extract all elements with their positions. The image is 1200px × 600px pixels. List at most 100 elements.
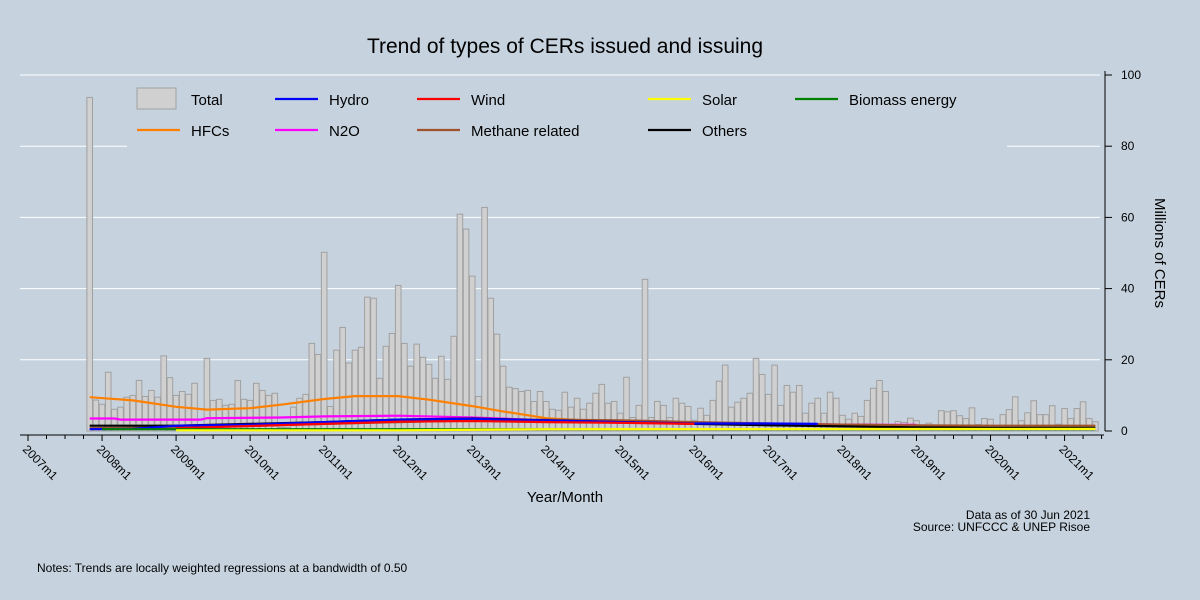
bar-total <box>512 388 519 432</box>
legend-swatch <box>136 87 177 110</box>
bar-total <box>795 384 803 432</box>
legend-label: Others <box>702 123 747 140</box>
legend-label: Wind <box>471 92 505 109</box>
bar-total <box>832 397 840 432</box>
bar-total <box>715 380 723 432</box>
bar-total <box>1011 396 1019 432</box>
y-tick-label: 80 <box>1121 139 1135 153</box>
legend-item-methane-related: Methane related <box>417 123 579 140</box>
legend-label: Methane related <box>471 123 579 140</box>
legend-label: Total <box>191 92 223 109</box>
bar-total <box>357 346 365 432</box>
bar-total <box>623 376 630 432</box>
bar-total <box>660 404 667 432</box>
bar-total <box>320 251 328 432</box>
legend-item-total: Total <box>136 87 223 110</box>
bar-total <box>382 345 390 432</box>
bar-total <box>1036 414 1044 432</box>
bar-total <box>290 406 297 432</box>
bar-total <box>882 390 889 432</box>
bar-total <box>499 365 507 432</box>
bar-total <box>111 408 118 432</box>
bar-total <box>771 364 778 432</box>
bar-total <box>678 402 686 432</box>
bar-total <box>314 353 322 432</box>
bar-total <box>734 401 741 432</box>
bar-total <box>135 379 143 432</box>
bar-total <box>802 412 809 432</box>
bar-total <box>641 278 649 432</box>
legend-background <box>127 80 1007 150</box>
bar-total <box>654 400 661 432</box>
trend-line-wind <box>176 419 695 430</box>
bar-total <box>999 414 1007 432</box>
source-note: Source: UNFCCC & UNEP Risoe <box>913 520 1090 534</box>
bar-total <box>746 392 754 432</box>
bar-total <box>1005 409 1013 432</box>
bar-total <box>604 402 612 432</box>
bar-total <box>203 357 211 432</box>
bar-total <box>129 394 137 432</box>
bar-total <box>684 405 692 432</box>
y-tick-label: 60 <box>1121 210 1135 224</box>
bar-total <box>104 371 112 432</box>
bar-total <box>839 414 846 432</box>
legend-item-n2o: N2O <box>275 123 360 140</box>
bar-total <box>487 297 495 432</box>
bar-total <box>172 394 180 432</box>
bar-total <box>413 343 421 432</box>
bar-total <box>592 392 599 432</box>
legend-item-biomass-energy: Biomass energy <box>795 92 957 109</box>
bar-total <box>777 404 785 432</box>
bar-total <box>481 206 488 432</box>
bar-total <box>462 228 470 432</box>
bar-total <box>86 96 94 432</box>
bar-total <box>154 396 161 432</box>
bar-total <box>370 297 377 432</box>
notes: Notes: Trends are locally weighted regre… <box>37 561 408 575</box>
trend-line-hydro <box>89 417 818 431</box>
bar-total <box>598 383 606 432</box>
bar-total <box>586 402 593 432</box>
bar-total <box>160 355 168 432</box>
bar-total <box>1048 405 1056 432</box>
data-as-of-note: Data as of 30 Jun 2021 <box>966 508 1090 522</box>
bar-total <box>968 407 976 432</box>
bar-total <box>697 407 704 432</box>
bar-total <box>808 402 815 432</box>
bar-total <box>475 395 482 432</box>
legend-label: N2O <box>329 123 360 140</box>
bar-total <box>944 411 951 432</box>
bar-total <box>869 387 877 432</box>
y-tick-label: 20 <box>1121 353 1135 367</box>
bar-total <box>635 404 643 432</box>
bar-total <box>950 410 957 432</box>
bar-total <box>505 386 513 432</box>
bar-total <box>536 390 544 432</box>
bar-total <box>1061 408 1068 432</box>
bar-total <box>456 213 464 432</box>
legend: Total Hydro Wind Solar Biomass energy HFCs N2O… <box>127 80 1007 150</box>
bar-total <box>851 412 859 432</box>
bar-total <box>542 400 550 432</box>
bar-total <box>468 275 476 432</box>
bar-total <box>166 377 174 432</box>
bar-total <box>740 397 748 432</box>
bar-total <box>783 384 791 432</box>
y-tick-label: 0 <box>1121 424 1128 438</box>
bar-total <box>937 410 945 432</box>
legend-item-hfcs: HFCs <box>137 123 229 140</box>
bar-total <box>92 399 100 432</box>
bar-total <box>394 284 402 432</box>
y-tick-label: 40 <box>1121 282 1135 296</box>
bar-total <box>876 379 883 432</box>
bar-total <box>709 399 717 432</box>
bar-total <box>863 399 871 432</box>
bar-total <box>765 393 772 432</box>
chart-title: Trend of types of CERs issued and issuin… <box>367 35 763 58</box>
bar-total <box>1024 412 1031 432</box>
legend-item-hydro: Hydro <box>275 92 369 109</box>
bar-total <box>333 349 340 432</box>
legend-item-solar: Solar <box>648 92 737 109</box>
